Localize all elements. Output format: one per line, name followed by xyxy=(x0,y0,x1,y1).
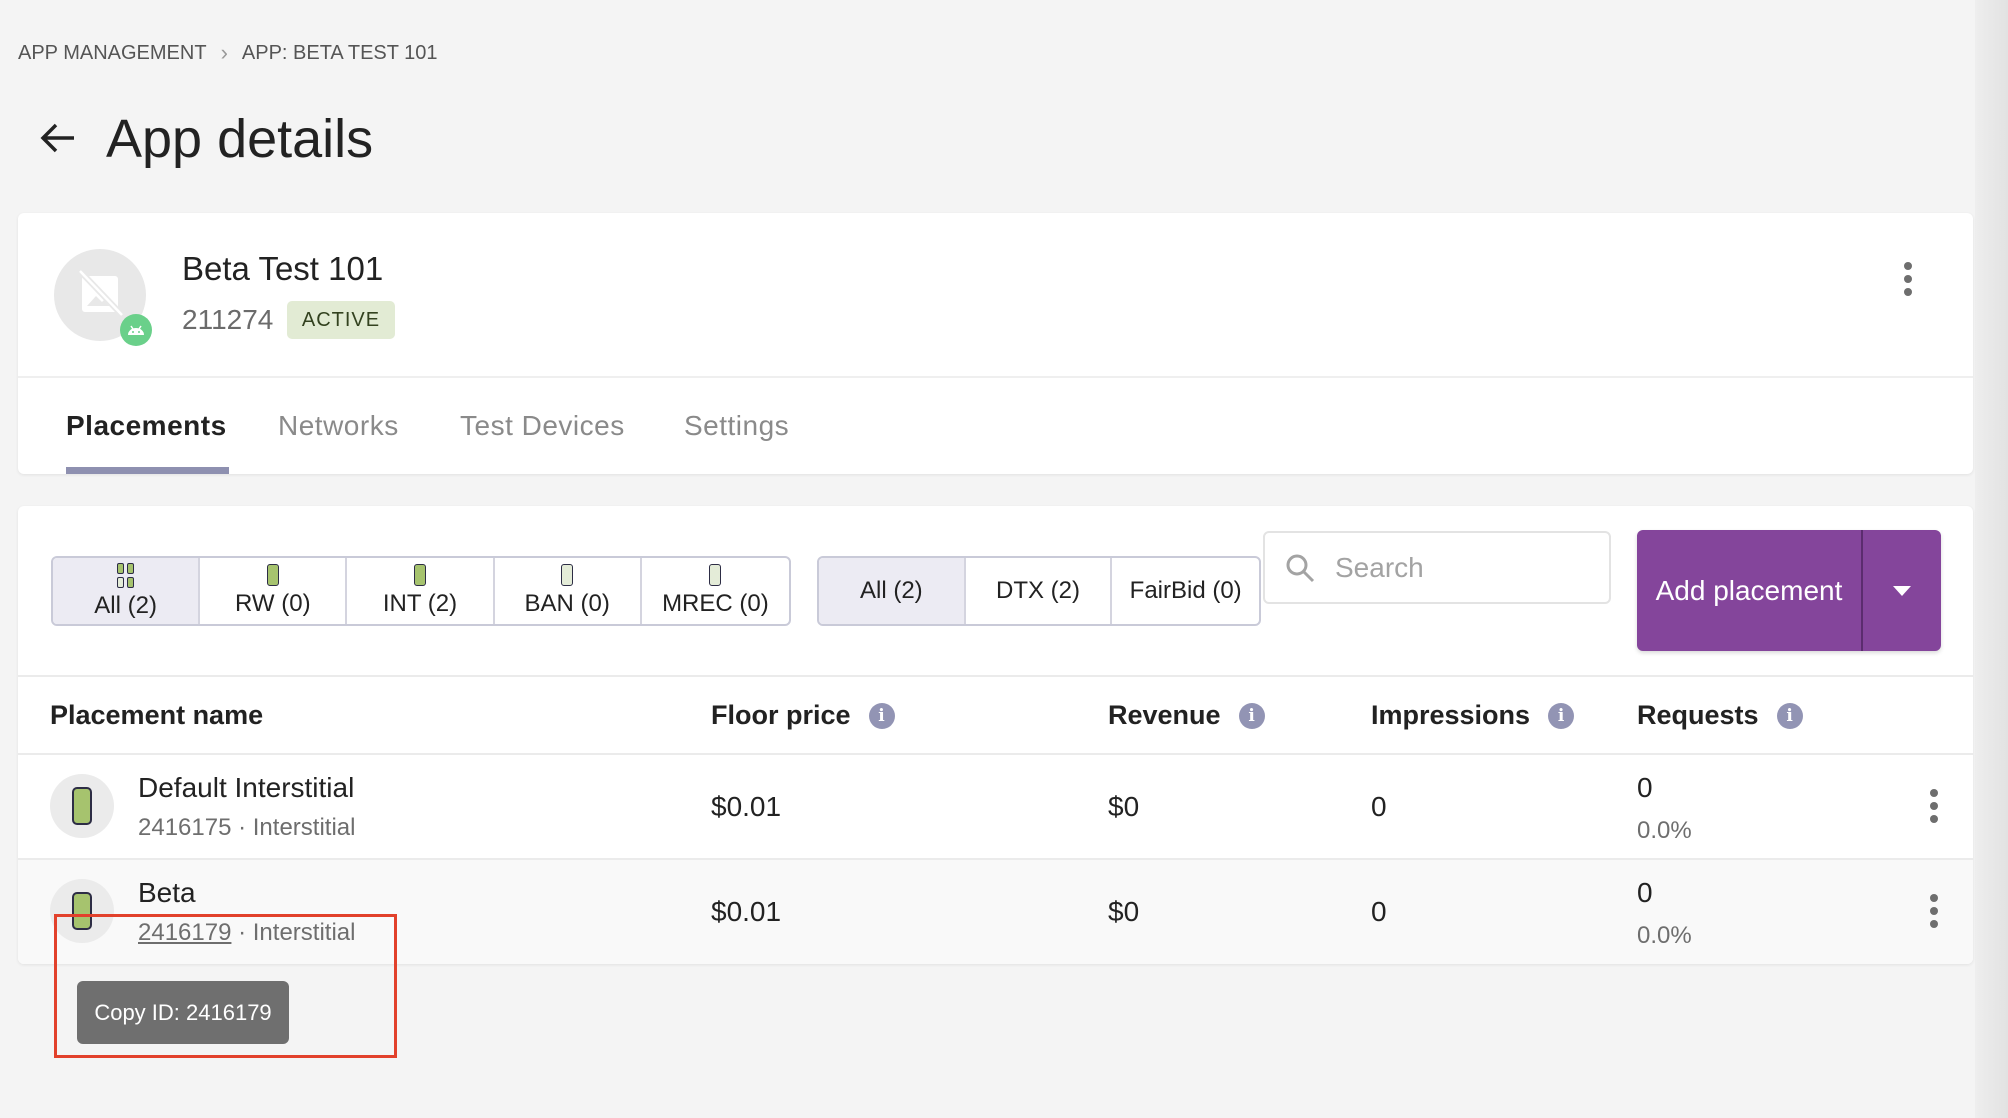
table-row[interactable]: Default Interstitial 2416175 · Interstit… xyxy=(18,753,1973,858)
placement-meta: 2416175 · Interstitial xyxy=(138,814,356,841)
mrec-phone-icon xyxy=(709,564,722,586)
divider xyxy=(18,675,1973,677)
filter-mrec-label: MREC (0) xyxy=(662,590,769,617)
column-header-revenue[interactable]: Revenue i xyxy=(1108,700,1265,731)
image-placeholder-icon xyxy=(77,268,125,318)
app-header-card xyxy=(18,213,1973,474)
placement-name[interactable]: Default Interstitial xyxy=(138,772,355,803)
placement-avatar xyxy=(50,774,114,838)
status-badge: ACTIVE xyxy=(287,301,395,339)
interstitial-phone-icon xyxy=(72,892,92,930)
floor-price: $0.01 xyxy=(711,791,782,822)
app-more-options-icon[interactable] xyxy=(1903,262,1913,296)
info-icon[interactable]: i xyxy=(1238,702,1265,729)
row-more-options-icon[interactable] xyxy=(1929,894,1939,928)
column-label: Revenue xyxy=(1108,700,1221,730)
interstitial-phone-icon xyxy=(72,787,92,825)
mediation-filter-fairbid[interactable]: FairBid (0) xyxy=(1129,577,1242,604)
placement-type: Interstitial xyxy=(252,814,356,841)
tab-networks[interactable]: Networks xyxy=(278,410,399,441)
search-box xyxy=(1263,531,1611,604)
requests: 0 xyxy=(1637,877,1653,908)
page-title: App details xyxy=(106,109,374,169)
breadcrumb: APP MANAGEMENT › APP: BETA TEST 101 xyxy=(18,40,438,66)
caret-down-icon xyxy=(1893,585,1911,596)
breadcrumb-current-app: APP: BETA TEST 101 xyxy=(241,41,438,64)
scrollbar-track[interactable] xyxy=(1975,0,2008,1118)
info-icon[interactable]: i xyxy=(1548,702,1575,729)
filter-mrec[interactable]: MREC (0) xyxy=(642,558,789,624)
copy-id-tooltip: Copy ID: 2416179 xyxy=(77,981,289,1044)
app-name: Beta Test 101 xyxy=(182,250,384,287)
impressions: 0 xyxy=(1371,896,1387,927)
fill-rate: 0.0% xyxy=(1637,922,1692,949)
filter-rewarded[interactable]: RW (0) xyxy=(200,558,348,624)
back-arrow-icon[interactable] xyxy=(38,118,78,158)
filter-all-label: All (2) xyxy=(94,591,157,619)
interstitial-phone-icon xyxy=(414,564,426,586)
mediation-filter-all[interactable]: All (2) xyxy=(819,558,966,624)
column-label: Requests xyxy=(1637,700,1759,730)
search-input[interactable] xyxy=(1335,551,1585,584)
info-icon[interactable]: i xyxy=(1776,702,1803,729)
revenue: $0 xyxy=(1108,896,1140,927)
column-header-requests[interactable]: Requests i xyxy=(1637,700,1803,731)
add-placement-dropdown[interactable] xyxy=(1861,530,1941,651)
fill-rate: 0.0% xyxy=(1637,817,1692,844)
add-placement-split-button: Add placement xyxy=(1637,530,1941,651)
active-tab-indicator xyxy=(66,467,229,474)
chevron-right-icon: › xyxy=(220,40,228,65)
filter-banner[interactable]: BAN (0) xyxy=(495,558,642,624)
column-label: Placement name xyxy=(50,700,264,730)
filter-all[interactable]: All (2) xyxy=(53,558,201,624)
placement-id[interactable]: 2416175 xyxy=(138,814,232,841)
highlight-box xyxy=(54,914,397,1058)
row-more-options-icon[interactable] xyxy=(1929,789,1939,823)
tab-placements[interactable]: Placements xyxy=(66,410,227,441)
mediation-filter: All (2) DTX (2) FairBid (0) xyxy=(817,556,1261,626)
revenue: $0 xyxy=(1108,791,1140,822)
table-row[interactable]: Beta 2416179 · Interstitial $0.01 $0 0 0… xyxy=(18,858,1973,964)
filter-ban-label: BAN (0) xyxy=(524,590,610,617)
column-header-impressions[interactable]: Impressions i xyxy=(1371,700,1575,731)
column-header-floor-price[interactable]: Floor price i xyxy=(711,700,895,731)
info-icon[interactable]: i xyxy=(868,702,895,729)
add-placement-button[interactable]: Add placement xyxy=(1655,574,1843,606)
mediation-filter-dtx[interactable]: DTX (2) xyxy=(966,558,1113,624)
placement-meta: 2416179 · Interstitial xyxy=(138,919,356,946)
placement-type: Interstitial xyxy=(252,919,356,946)
placement-avatar xyxy=(50,879,114,943)
column-header-placement-name[interactable]: Placement name xyxy=(50,700,263,731)
breadcrumb-app-management[interactable]: APP MANAGEMENT xyxy=(18,41,207,64)
filter-interstitial[interactable]: INT (2) xyxy=(347,558,495,624)
rewarded-phone-icon xyxy=(266,564,279,586)
filter-int-label: INT (2) xyxy=(382,590,458,617)
column-label: Floor price xyxy=(711,700,851,730)
placement-id-link[interactable]: 2416179 xyxy=(138,919,232,946)
column-label: Impressions xyxy=(1371,700,1531,730)
placement-name[interactable]: Beta xyxy=(138,877,196,908)
tab-settings[interactable]: Settings xyxy=(684,410,790,441)
floor-price: $0.01 xyxy=(711,896,782,927)
filter-rw-label: RW (0) xyxy=(235,590,311,617)
divider xyxy=(18,376,1973,378)
android-icon xyxy=(120,314,152,346)
search-icon xyxy=(1286,554,1315,582)
impressions: 0 xyxy=(1371,791,1387,822)
requests: 0 xyxy=(1637,772,1653,803)
all-types-icon xyxy=(117,562,135,588)
app-id: 211274 xyxy=(182,304,274,335)
ad-type-filter: All (2) RW (0) INT (2) BAN (0) MREC (0) xyxy=(51,556,791,626)
banner-phone-icon xyxy=(561,564,574,586)
tab-test-devices[interactable]: Test Devices xyxy=(460,410,625,441)
